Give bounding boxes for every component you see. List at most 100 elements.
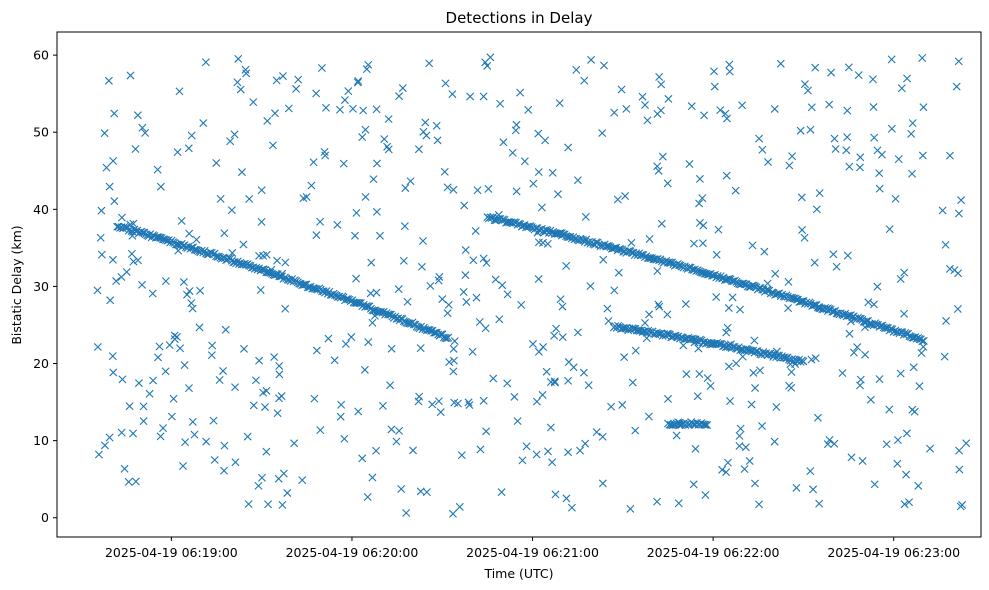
detection-point [655, 302, 664, 311]
detection-point [770, 104, 779, 113]
detection-point [962, 439, 971, 448]
detection-point [310, 394, 319, 403]
detection-point [955, 465, 964, 474]
detection-point [316, 217, 325, 226]
detection-point [695, 199, 704, 208]
detection-point [675, 418, 684, 427]
detection-point [809, 485, 818, 494]
detection-point [241, 65, 250, 74]
detection-point [226, 137, 235, 146]
detection-point [712, 293, 721, 302]
detection-point [370, 311, 379, 320]
detection-point [436, 408, 445, 417]
detection-point [441, 79, 450, 88]
detection-point [190, 430, 199, 439]
detection-point [772, 403, 781, 412]
detection-point [741, 443, 750, 452]
detection-point [679, 341, 688, 350]
detection-point [339, 159, 348, 168]
detection-point [598, 129, 607, 138]
detection-point [812, 205, 821, 214]
detection-point [760, 247, 769, 256]
detection-point [628, 378, 637, 387]
detection-point [785, 161, 794, 170]
detection-point [887, 124, 896, 133]
detection-point [896, 369, 905, 378]
detection-point [415, 392, 424, 401]
detection-point [714, 225, 723, 234]
detection-point [598, 432, 607, 441]
detection-point [882, 440, 891, 449]
detection-point [453, 399, 462, 408]
detection-point [510, 392, 519, 401]
x-tick-label: 2025-04-19 06:20:00 [286, 545, 419, 560]
detection-point [524, 222, 533, 231]
detection-point [815, 303, 824, 312]
detection-point [847, 453, 856, 462]
detection-point [139, 402, 148, 411]
detection-point [134, 256, 143, 265]
detection-point [714, 340, 723, 349]
detection-point [856, 375, 865, 384]
detection-point [126, 220, 135, 229]
detection-point [813, 413, 822, 422]
detection-point [617, 85, 626, 94]
detection-point [489, 374, 498, 383]
detection-point [330, 356, 339, 365]
detection-point [499, 138, 508, 147]
detection-point [449, 185, 458, 194]
detection-point [542, 367, 551, 376]
detection-point [183, 290, 192, 299]
detection-point [406, 177, 415, 186]
detection-point [471, 226, 480, 235]
detection-point [348, 104, 357, 113]
detection-point [361, 192, 370, 201]
detection-point [497, 488, 506, 497]
detection-point [100, 129, 109, 138]
detection-point [433, 136, 442, 145]
detection-point [495, 315, 504, 324]
y-axis-label: Bistatic Delay (km) [9, 225, 24, 344]
detection-point [641, 318, 649, 327]
detection-point [653, 497, 661, 506]
detection-point [169, 394, 178, 403]
detection-point [770, 437, 779, 446]
detection-point [855, 163, 864, 172]
detection-point [283, 488, 292, 497]
detection-point [581, 439, 590, 448]
detection-point [93, 342, 102, 351]
detection-point [290, 439, 299, 448]
detection-point [732, 359, 741, 368]
detection-point [245, 194, 254, 203]
detection-point [212, 252, 221, 261]
detection-point [690, 338, 699, 347]
detection-point [234, 54, 243, 63]
detection-point [464, 398, 473, 407]
detection-point [900, 500, 909, 509]
detection-point [395, 92, 404, 101]
detection-point [351, 231, 359, 240]
detection-point [698, 239, 707, 248]
detection-point [681, 300, 690, 309]
detection-point [511, 126, 520, 135]
detection-point [873, 146, 882, 155]
detection-point [428, 400, 437, 409]
detection-point [569, 363, 578, 372]
detection-point [434, 397, 443, 406]
detection-point [444, 333, 453, 342]
detection-point [791, 359, 800, 368]
detection-point [461, 246, 470, 255]
y-tick-label: 0 [41, 510, 49, 525]
detection-point [262, 250, 271, 259]
detection-point [755, 134, 764, 143]
detection-point [799, 357, 808, 366]
detection-point [354, 77, 363, 86]
detection-point [555, 99, 564, 108]
detection-point [177, 216, 186, 225]
detection-point [626, 504, 635, 513]
detection-point [394, 285, 403, 294]
detection-point [262, 447, 271, 456]
detection-point [503, 379, 512, 388]
detection-point [100, 441, 109, 450]
y-tick-label: 10 [33, 433, 49, 448]
